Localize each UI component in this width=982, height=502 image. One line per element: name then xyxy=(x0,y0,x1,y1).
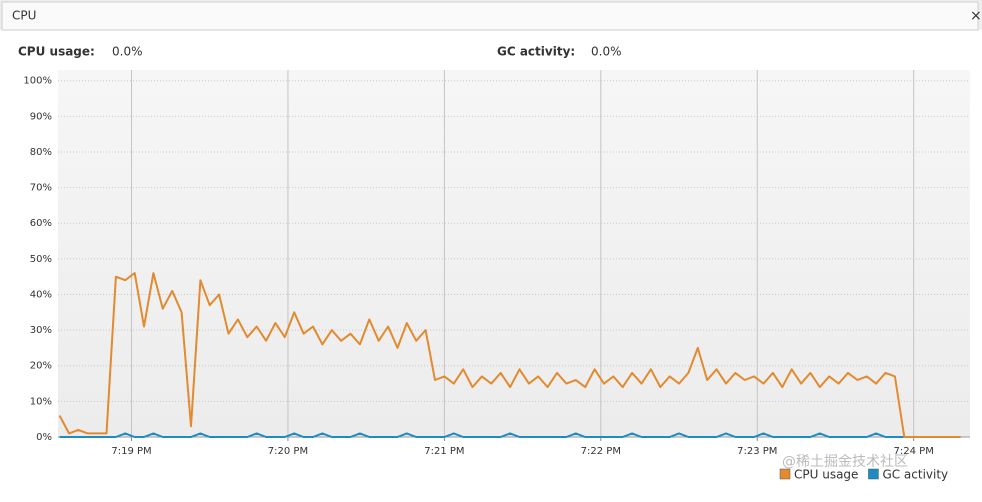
watermark: @稀土掘金技术社区 xyxy=(782,454,908,470)
tab-title: CPU xyxy=(12,9,36,23)
close-button[interactable]: × xyxy=(970,8,982,24)
y-tick-label: 100% xyxy=(23,76,52,87)
y-tick-label: 90% xyxy=(30,111,52,122)
y-tick-label: 30% xyxy=(30,325,52,336)
x-tick-label: 7:22 PM xyxy=(581,446,621,457)
legend-swatch xyxy=(779,468,791,480)
tab[interactable] xyxy=(1,1,979,31)
stat-label: GC activity: xyxy=(497,45,575,59)
stat-value: 0.0% xyxy=(112,45,143,59)
stat-value: 0.0% xyxy=(591,45,622,59)
plot-area xyxy=(58,70,970,437)
x-tick-label: 7:19 PM xyxy=(111,446,151,457)
x-tick-label: 7:24 PM xyxy=(894,446,934,457)
x-tick-label: 7:23 PM xyxy=(737,446,777,457)
y-tick-label: 20% xyxy=(30,361,52,372)
legend-swatch xyxy=(868,468,879,480)
y-tick-label: 60% xyxy=(30,218,52,229)
x-tick-label: 7:20 PM xyxy=(268,446,308,457)
legend-label: GC activity xyxy=(882,468,948,482)
x-tick-label: 7:21 PM xyxy=(424,446,464,457)
series-line xyxy=(59,432,961,438)
y-tick-label: 80% xyxy=(30,147,52,158)
series-line xyxy=(58,272,961,438)
y-tick-label: 70% xyxy=(30,183,52,194)
legend-label: CPU usage xyxy=(794,468,858,482)
y-tick-label: 40% xyxy=(30,289,52,300)
y-tick-label: 10% xyxy=(30,396,52,407)
y-tick-label: 50% xyxy=(30,254,52,265)
y-tick-label: 0% xyxy=(36,432,52,443)
stat-label: CPU usage: xyxy=(18,45,95,59)
